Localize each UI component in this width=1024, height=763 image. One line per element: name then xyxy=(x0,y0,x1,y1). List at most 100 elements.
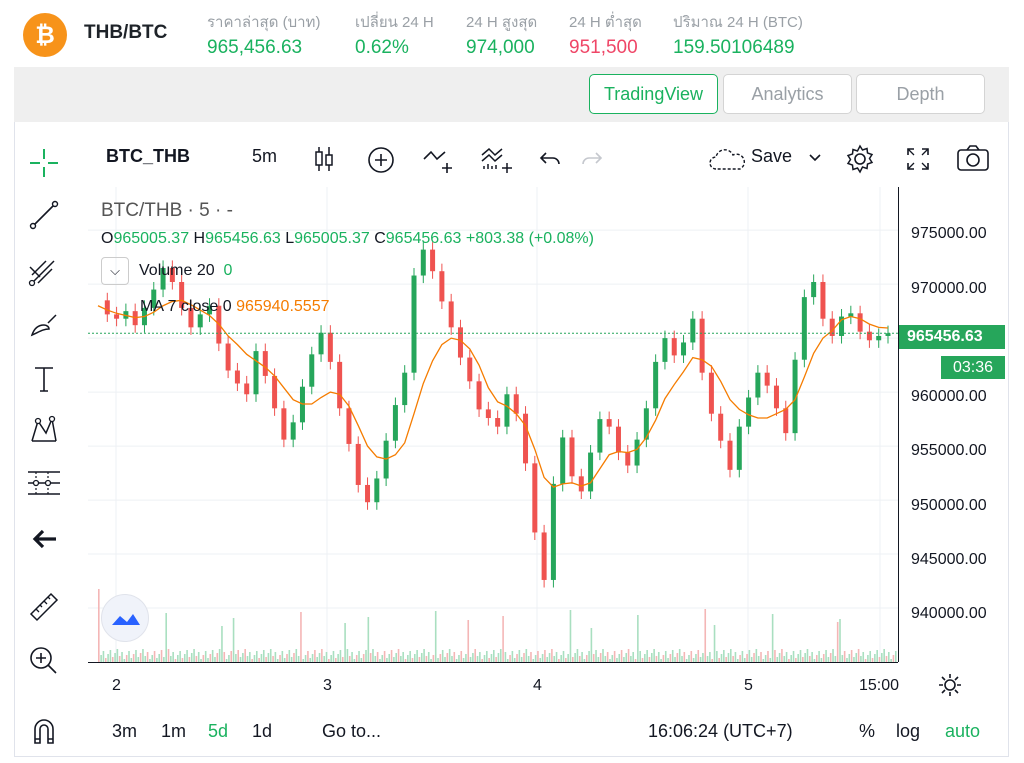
text-tool-icon[interactable] xyxy=(28,363,60,395)
volume-bar xyxy=(276,659,279,662)
cloud-icon[interactable] xyxy=(708,147,748,173)
settings-gear-icon[interactable] xyxy=(844,143,876,175)
candle-body xyxy=(355,443,361,485)
volume-bar xyxy=(623,657,625,662)
clock[interactable]: 16:06:24 (UTC+7) xyxy=(648,721,793,741)
undo-icon[interactable] xyxy=(538,149,562,169)
candle-body xyxy=(272,375,278,409)
volume-bar xyxy=(467,620,470,662)
candle-body xyxy=(755,372,761,398)
auto-scale-button[interactable]: auto xyxy=(945,721,981,741)
add-compare-icon[interactable] xyxy=(366,145,396,175)
symbol-search-button[interactable]: BTC_THB xyxy=(106,146,190,166)
candle-body xyxy=(327,332,333,362)
volume-bar xyxy=(286,654,288,662)
ma-value: 965940.5557 xyxy=(236,298,330,315)
tradingview-logo[interactable] xyxy=(101,594,149,642)
volume-bar xyxy=(576,649,579,662)
volume-bar xyxy=(878,657,881,662)
candles-icon[interactable] xyxy=(312,145,336,173)
volume-bar xyxy=(260,654,263,662)
volume-bar xyxy=(546,657,549,662)
volume-bar xyxy=(644,654,646,662)
indicators-icon[interactable] xyxy=(421,145,455,175)
candle-body xyxy=(253,351,259,395)
volume-bar xyxy=(676,653,679,662)
candle-body xyxy=(318,332,324,355)
volume-bar xyxy=(518,650,521,662)
chevron-down-icon[interactable] xyxy=(808,153,822,163)
save-button[interactable]: Save xyxy=(751,146,793,166)
volume-bar xyxy=(372,649,374,662)
candle-body xyxy=(169,267,175,282)
stat-value: 974,000 xyxy=(466,37,535,58)
volume-bar xyxy=(425,656,428,662)
volume-bar xyxy=(434,611,437,662)
range-1d-button[interactable]: 1d xyxy=(252,721,273,741)
trendline-icon[interactable] xyxy=(28,199,60,231)
range-5d-button[interactable]: 5d xyxy=(208,721,229,741)
volume-bar xyxy=(825,650,827,662)
volume-bar xyxy=(695,654,697,662)
volume-bar xyxy=(572,657,574,662)
candle-body xyxy=(392,405,398,441)
volume-bar xyxy=(279,655,281,662)
volume-bar xyxy=(648,657,651,662)
volume-bar xyxy=(646,650,648,662)
volume-bar xyxy=(876,650,878,662)
percent-scale-button[interactable]: % xyxy=(859,721,876,741)
ohlc-low: 965005.37 xyxy=(294,230,370,247)
time-tick: 2 xyxy=(112,677,121,694)
pattern-icon[interactable] xyxy=(28,415,60,447)
candle-body xyxy=(476,381,482,410)
volume-bar xyxy=(346,649,349,662)
tab-depth[interactable]: Depth xyxy=(856,74,985,114)
time-axis[interactable]: 2 3 4 5 15:00 xyxy=(88,662,899,710)
interval-button[interactable]: 5m xyxy=(252,146,278,166)
ruler-icon[interactable] xyxy=(28,591,60,623)
pitchfork-icon[interactable] xyxy=(28,255,60,287)
volume-bar xyxy=(688,655,690,662)
volume-bar xyxy=(869,651,872,662)
volume-bar xyxy=(483,655,486,662)
brush-icon[interactable] xyxy=(28,309,60,341)
candle-body xyxy=(550,483,556,580)
volume-bar xyxy=(697,650,700,662)
volume-bar xyxy=(713,625,716,662)
range-3m-button[interactable]: 3m xyxy=(112,721,138,741)
prediction-tool-icon[interactable] xyxy=(26,467,62,499)
volume-bar xyxy=(702,653,704,662)
volume-bar xyxy=(881,653,883,662)
camera-icon[interactable] xyxy=(956,143,990,173)
crosshair-icon[interactable] xyxy=(28,147,60,179)
volume-bar xyxy=(163,657,165,662)
volume-bar xyxy=(662,655,665,662)
arrow-left-icon[interactable] xyxy=(28,523,60,555)
volume-bar xyxy=(472,653,474,662)
volume-bar xyxy=(479,652,481,662)
volume-bar xyxy=(734,652,737,662)
stat-value: 965,456.63 xyxy=(207,37,303,58)
axis-settings-icon[interactable] xyxy=(937,672,963,698)
volume-bar xyxy=(183,654,186,662)
tradingview-logo-icon xyxy=(112,614,140,625)
tab-tradingview[interactable]: TradingView xyxy=(589,74,718,114)
templates-icon[interactable] xyxy=(479,143,515,175)
legend-collapse-button[interactable]: ⌵ xyxy=(101,257,129,285)
volume-bar xyxy=(453,652,456,662)
price-axis[interactable]: 975000.00 970000.00 960000.00 955000.00 … xyxy=(898,187,1009,662)
volume-bar xyxy=(332,651,335,662)
price-chart[interactable] xyxy=(88,187,898,662)
volume-bar xyxy=(314,650,316,662)
redo-icon[interactable] xyxy=(580,149,604,169)
zoom-in-icon[interactable] xyxy=(28,645,60,677)
fullscreen-icon[interactable] xyxy=(904,145,932,173)
range-1m-button[interactable]: 1m xyxy=(161,721,187,741)
candle-body xyxy=(653,361,659,409)
volume-bar xyxy=(585,655,588,662)
magnet-icon[interactable] xyxy=(28,715,60,747)
goto-button[interactable]: Go to... xyxy=(322,721,382,741)
log-scale-button[interactable]: log xyxy=(896,721,921,741)
volume-bar xyxy=(144,656,147,662)
tab-analytics[interactable]: Analytics xyxy=(723,74,852,114)
